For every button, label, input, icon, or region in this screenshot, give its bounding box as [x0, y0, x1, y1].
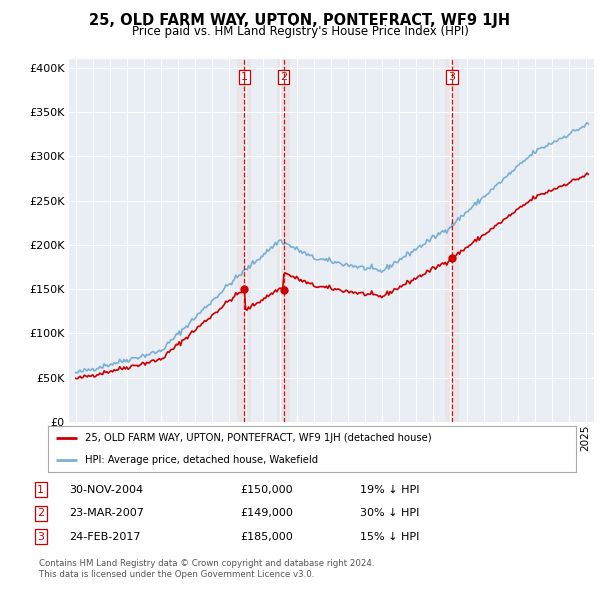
- Text: 19% ↓ HPI: 19% ↓ HPI: [360, 485, 419, 494]
- Bar: [277, 59, 290, 422]
- Text: 3: 3: [37, 532, 44, 542]
- Text: 24-FEB-2017: 24-FEB-2017: [69, 532, 140, 542]
- Text: This data is licensed under the Open Government Licence v3.0.: This data is licensed under the Open Gov…: [39, 571, 314, 579]
- Text: £150,000: £150,000: [240, 485, 293, 494]
- Text: 15% ↓ HPI: 15% ↓ HPI: [360, 532, 419, 542]
- Text: £149,000: £149,000: [240, 509, 293, 518]
- Text: 1: 1: [37, 485, 44, 494]
- Text: 30-NOV-2004: 30-NOV-2004: [69, 485, 143, 494]
- Bar: [238, 59, 251, 422]
- Text: 25, OLD FARM WAY, UPTON, PONTEFRACT, WF9 1JH: 25, OLD FARM WAY, UPTON, PONTEFRACT, WF9…: [89, 13, 511, 28]
- Text: 30% ↓ HPI: 30% ↓ HPI: [360, 509, 419, 518]
- Text: Price paid vs. HM Land Registry's House Price Index (HPI): Price paid vs. HM Land Registry's House …: [131, 25, 469, 38]
- Text: 25, OLD FARM WAY, UPTON, PONTEFRACT, WF9 1JH (detached house): 25, OLD FARM WAY, UPTON, PONTEFRACT, WF9…: [85, 434, 431, 444]
- Text: 2: 2: [280, 72, 287, 82]
- Text: Contains HM Land Registry data © Crown copyright and database right 2024.: Contains HM Land Registry data © Crown c…: [39, 559, 374, 568]
- Text: 3: 3: [449, 72, 455, 82]
- Text: 1: 1: [241, 72, 248, 82]
- Text: 2: 2: [37, 509, 44, 518]
- Text: £185,000: £185,000: [240, 532, 293, 542]
- Text: 23-MAR-2007: 23-MAR-2007: [69, 509, 144, 518]
- Text: HPI: Average price, detached house, Wakefield: HPI: Average price, detached house, Wake…: [85, 454, 318, 464]
- Bar: [445, 59, 459, 422]
